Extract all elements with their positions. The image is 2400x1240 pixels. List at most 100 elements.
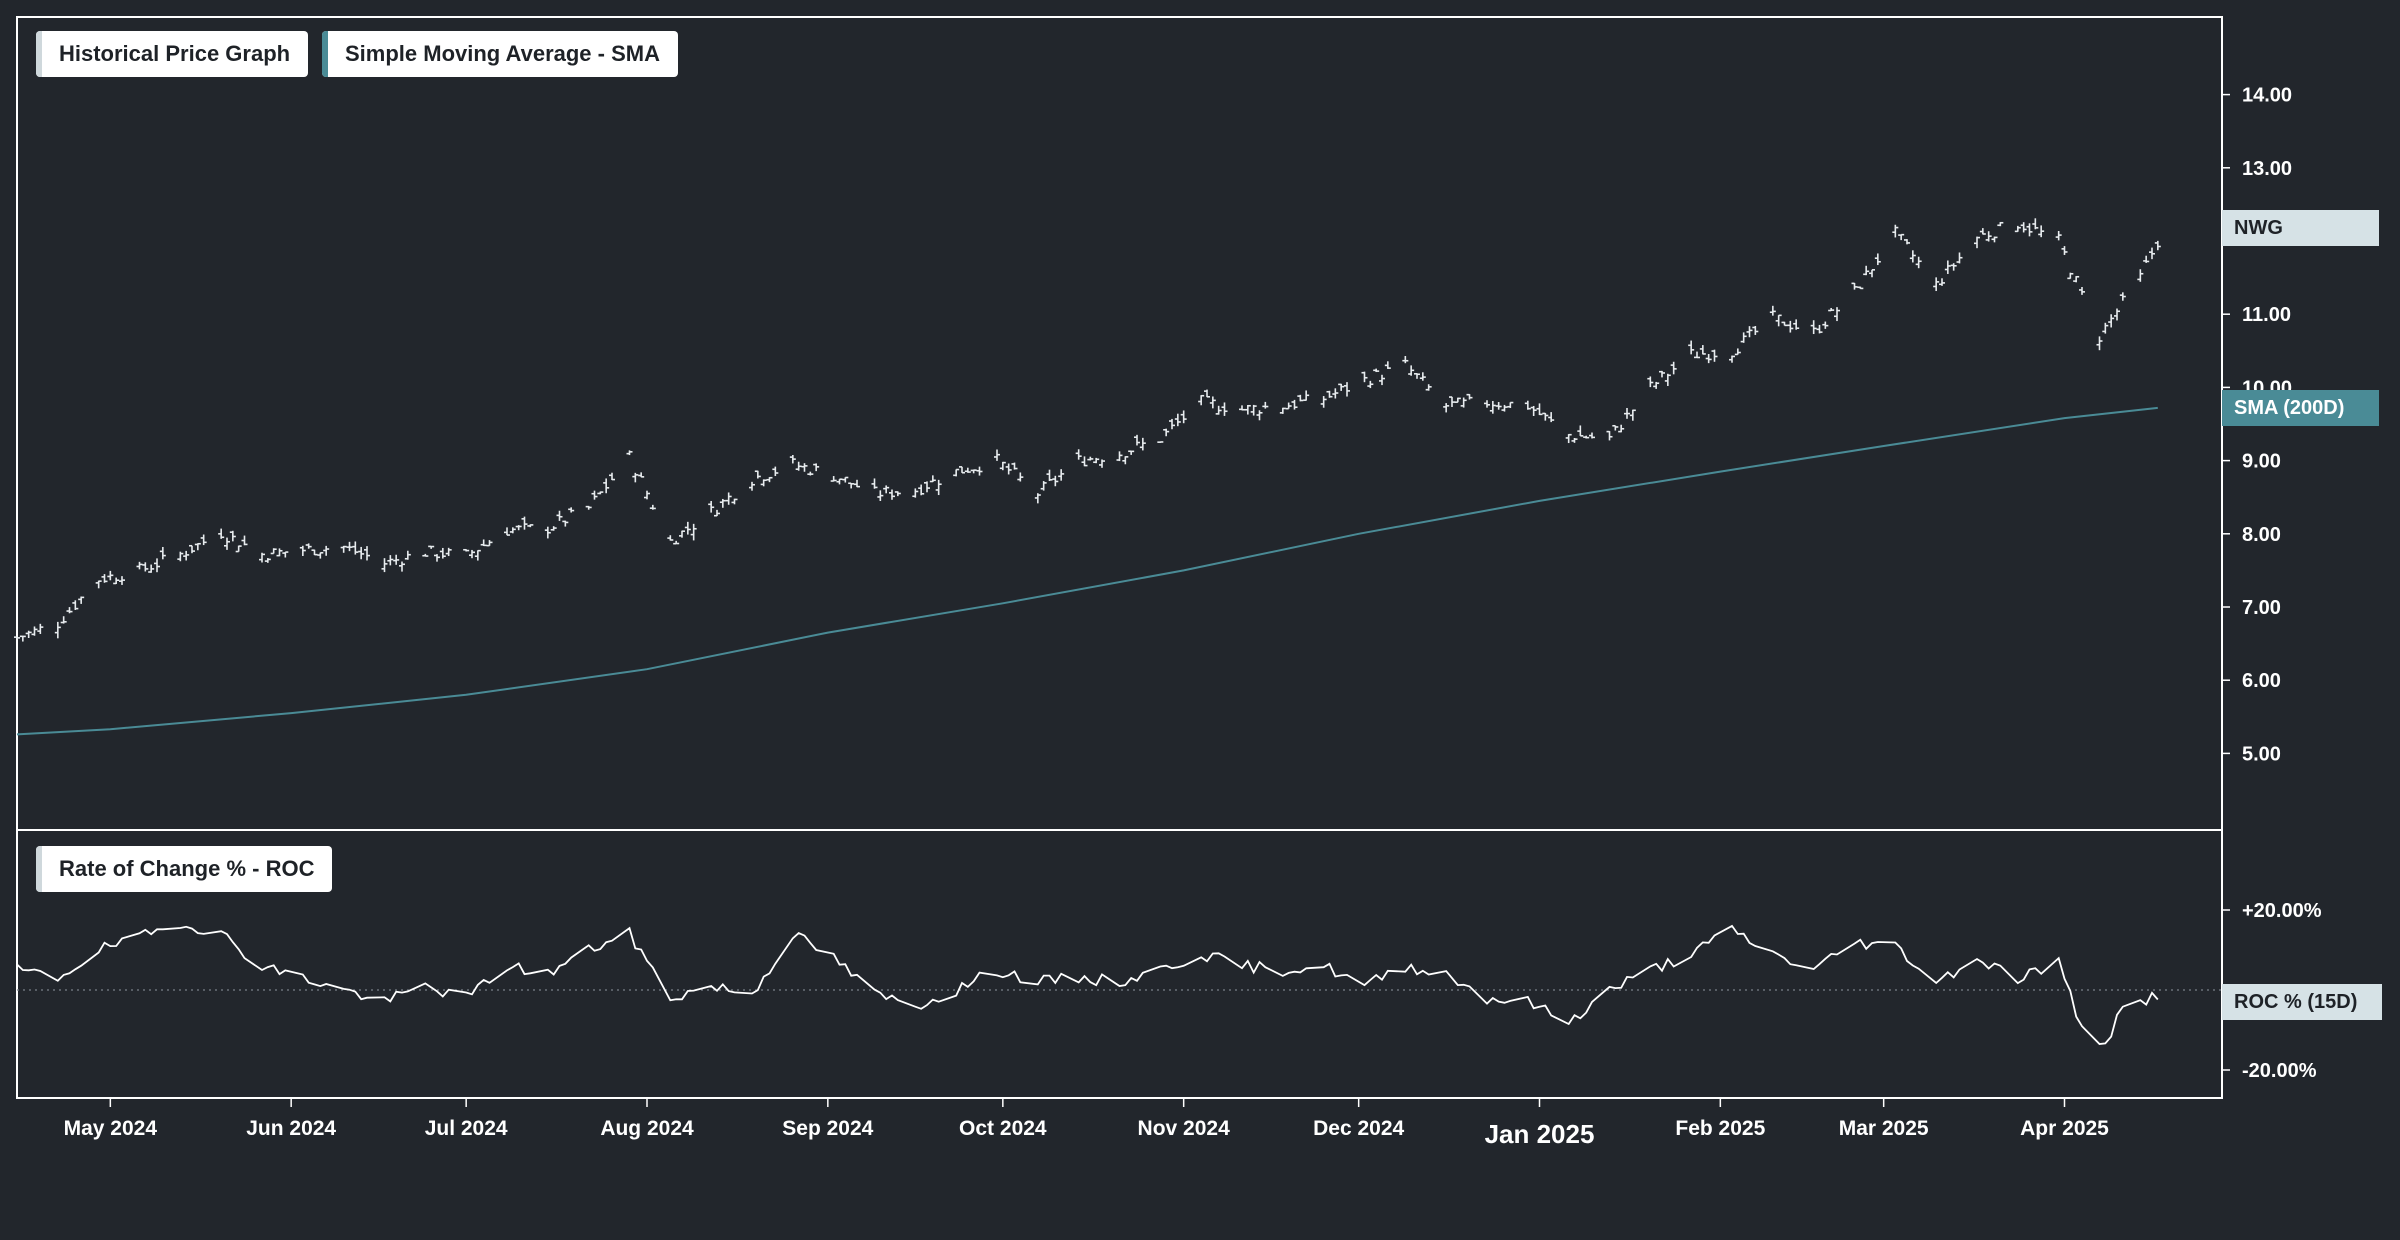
ohlc-bar xyxy=(1075,449,1082,460)
ohlc-bar xyxy=(609,472,615,481)
sma-tag: SMA (200D) xyxy=(2222,390,2379,426)
sma-layer xyxy=(16,406,2158,736)
ohlc-bar xyxy=(404,550,411,560)
ohlc-bar xyxy=(918,484,925,496)
ohlc-bar xyxy=(626,450,633,456)
ohlc-bar xyxy=(1139,437,1146,451)
ohlc-bar xyxy=(1863,265,1870,276)
ohlc-bar xyxy=(1466,393,1473,400)
roc-axis-label: -20.00% xyxy=(2242,1060,2317,1082)
ohlc-bar xyxy=(550,526,557,531)
ohlc-bar xyxy=(924,481,930,493)
price-axis-label: 11.00 xyxy=(2242,304,2291,326)
ohlc-bar xyxy=(1647,376,1654,388)
ohlc-bar xyxy=(1507,401,1514,408)
x-axis-label: Jun 2024 xyxy=(246,1117,336,1140)
ohlc-bar xyxy=(725,492,732,505)
ohlc-bar xyxy=(1974,236,1980,249)
ohlc-bar xyxy=(364,546,370,561)
ohlc-bar xyxy=(959,466,965,474)
ohlc-bar xyxy=(871,478,878,489)
ohlc-bar xyxy=(999,461,1006,471)
ohlc-bar xyxy=(1629,409,1636,421)
ohlc-bar xyxy=(667,535,674,541)
ohlc-bar xyxy=(684,521,691,535)
ohlc-bar xyxy=(2102,322,2109,334)
ohlc-bar xyxy=(527,524,534,528)
legend-roc[interactable]: Rate of Change % - ROC xyxy=(36,846,333,892)
roc-layer xyxy=(16,924,2159,1045)
ohlc-bar xyxy=(731,498,738,505)
ohlc-bar xyxy=(1688,340,1695,355)
ohlc-bar xyxy=(1204,389,1210,398)
ohlc-bar xyxy=(1034,493,1041,504)
ohlc-bar xyxy=(2079,287,2085,295)
ohlc-bar xyxy=(679,530,685,538)
sma-line xyxy=(16,406,2158,736)
ohlc-bar xyxy=(346,541,353,552)
ohlc-bar xyxy=(317,551,324,559)
ohlc-bar xyxy=(311,549,318,556)
ohlc-bar xyxy=(1606,430,1613,441)
ohlc-bar xyxy=(1612,424,1619,431)
ohlc-bar xyxy=(1653,381,1660,389)
ohlc-bar xyxy=(194,542,201,551)
ohlc-bar xyxy=(428,545,435,549)
ohlc-bar xyxy=(830,476,837,482)
ohlc-bar xyxy=(2032,218,2039,230)
ohlc-bar xyxy=(1361,371,1368,383)
ohlc-bar xyxy=(1985,231,1992,242)
ohlc-bar xyxy=(1017,472,1024,482)
ohlc-bar xyxy=(509,527,516,534)
ohlc-bar xyxy=(1134,434,1140,446)
ohlc-bar xyxy=(597,491,604,495)
ohlc-bar xyxy=(31,626,38,636)
ohlc-bar xyxy=(644,490,650,500)
ohlc-bar xyxy=(964,467,971,473)
ohlc-bar xyxy=(1215,405,1222,415)
ohlc-bar xyxy=(1408,365,1415,376)
ohlc-bar xyxy=(708,500,715,513)
ohlc-bar xyxy=(177,551,184,562)
ohlc-bar xyxy=(1425,384,1432,391)
ohlc-bar xyxy=(72,600,79,610)
price-axis-label: 8.00 xyxy=(2242,524,2281,546)
ohlc-bar xyxy=(2067,272,2074,280)
ohlc-bar xyxy=(1046,469,1053,482)
ohlc-bar xyxy=(883,485,890,494)
ohlc-bar xyxy=(1979,228,1986,235)
ohlc-bar xyxy=(1950,263,1957,271)
ohlc-bar xyxy=(854,479,860,488)
legend-price-graph[interactable]: Historical Price Graph xyxy=(36,31,309,77)
ohlc-bar xyxy=(760,479,767,487)
ohlc-bar xyxy=(1991,236,1998,243)
ohlc-bar xyxy=(1828,307,1835,312)
ohlc-bar xyxy=(19,635,26,642)
ohlc-bar xyxy=(2026,223,2033,237)
ohlc-bar xyxy=(929,475,936,483)
ohlc-bar xyxy=(445,547,452,557)
ohlc-bar xyxy=(953,468,960,477)
x-axis-label: Aug 2024 xyxy=(600,1117,694,1140)
ohlc-bar xyxy=(690,523,697,541)
ohlc-bar xyxy=(515,525,522,531)
ohlc-bar xyxy=(148,564,155,573)
ohlc-bar xyxy=(1338,383,1345,391)
ohlc-bar xyxy=(889,489,895,500)
ohlc-bar xyxy=(1303,390,1310,401)
ohlc-bar xyxy=(638,472,645,478)
ohlc-bar xyxy=(1752,325,1759,335)
ohlc-bar xyxy=(1367,380,1374,389)
ohlc-bar xyxy=(276,548,283,557)
legend-sma[interactable]: Simple Moving Average - SMA xyxy=(322,31,678,77)
ohlc-bar xyxy=(1099,459,1105,468)
x-axis-label: Mar 2025 xyxy=(1839,1117,1929,1140)
price-axis-label: 6.00 xyxy=(2242,670,2281,692)
ohlc-bar xyxy=(1256,410,1263,421)
x-axis-label: Feb 2025 xyxy=(1675,1117,1765,1140)
ohlc-bar xyxy=(836,478,843,485)
ohlc-bar xyxy=(1169,418,1175,430)
ohlc-bar xyxy=(1116,451,1123,462)
ohlc-bar xyxy=(2149,247,2155,260)
ohlc-bar xyxy=(1332,388,1339,399)
